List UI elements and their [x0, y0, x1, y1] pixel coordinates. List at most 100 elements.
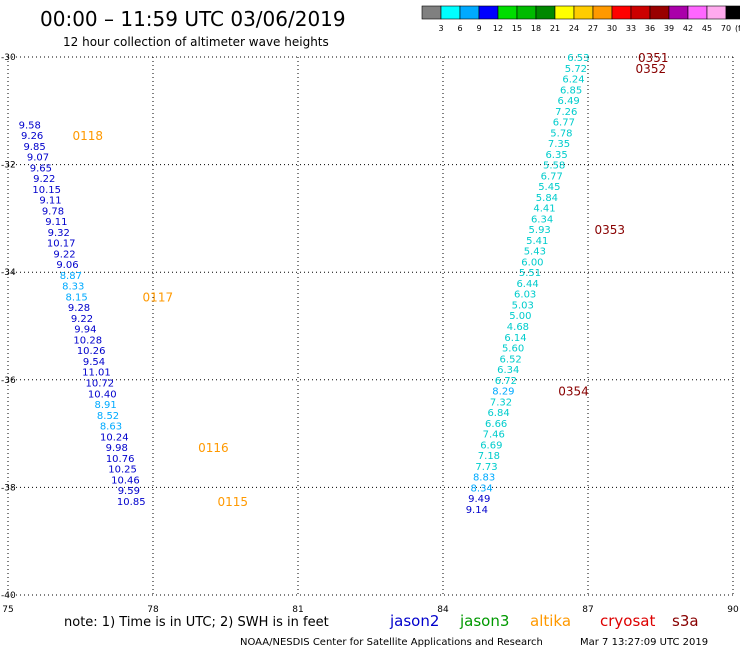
wave-height-value: 9.22: [53, 249, 75, 260]
pass-time-label: 0352: [636, 62, 667, 76]
pass-time-label: 0351: [638, 51, 669, 65]
colorbar-swatch: [421, 5, 442, 20]
legend-entry-jason3: jason3: [459, 612, 509, 630]
legend-entry-jason2: jason2: [389, 612, 439, 630]
wave-height-value: 9.85: [23, 142, 45, 153]
wave-height-value: 6.66: [485, 419, 507, 430]
colorbar-label: 45: [702, 24, 712, 33]
wave-height-value: 6.77: [553, 118, 575, 129]
colorbar-label: 18: [531, 24, 541, 33]
wave-height-value: 7.32: [490, 397, 512, 408]
wave-height-value: 5.03: [512, 300, 534, 311]
wave-height-value: 6.72: [495, 376, 517, 387]
wave-height-value: 8.29: [492, 387, 514, 398]
wave-height-value: 5.60: [502, 344, 524, 355]
x-tick-label: 84: [437, 605, 449, 615]
x-tick-label: 90: [727, 605, 739, 615]
axis-tick-labels: 75 78 81 84 87 90 -30 -32 -34 -36 -38 -40: [1, 53, 739, 615]
wave-height-value: 6.53: [567, 53, 589, 64]
pass-time-label: 0116: [198, 441, 229, 455]
wave-height-value: 7.26: [555, 107, 577, 118]
wave-height-value: 9.07: [27, 153, 49, 164]
wave-height-value: 5.45: [538, 182, 560, 193]
colorbar-unit: (ft): [735, 24, 740, 33]
colorbar-label: 24: [569, 24, 579, 33]
grid-lines: [7, 56, 734, 596]
colorbar-swatch: [573, 5, 594, 20]
wave-height-value: 6.49: [558, 96, 580, 107]
wave-height-value: 9.65: [30, 163, 52, 174]
colorbar-swatch: [478, 5, 499, 20]
wave-height-value: 5.58: [543, 161, 565, 172]
colorbar-swatch: [668, 5, 689, 20]
wave-height-value: 11.01: [82, 368, 111, 379]
wave-height-value: 7.73: [475, 462, 497, 473]
wave-height-value: 6.24: [562, 75, 584, 86]
wave-height-value: 9.22: [71, 314, 93, 325]
wave-height-value: 6.35: [545, 150, 567, 161]
wave-height-value: 7.18: [478, 451, 500, 462]
wave-height-value: 9.59: [118, 486, 140, 497]
wave-height-value: 10.24: [100, 432, 129, 443]
wave-height-value: 8.91: [95, 400, 117, 411]
wave-height-value: 8.52: [97, 411, 119, 422]
colorbar-swatch: [554, 5, 575, 20]
wave-height-value: 7.46: [483, 430, 505, 441]
x-tick-label: 81: [292, 605, 303, 615]
wave-height-value: 9.28: [68, 303, 90, 314]
pass-time-label: 0117: [143, 290, 174, 304]
wave-height-value: 10.17: [47, 239, 76, 250]
wave-height-value: 9.26: [21, 131, 43, 142]
wave-height-value: 9.78: [42, 206, 64, 217]
wave-height-value: 6.34: [497, 365, 519, 376]
colorbar-label: 70: [721, 24, 731, 33]
wave-height-value: 6.77: [541, 171, 563, 182]
wave-height-value: 10.40: [88, 389, 117, 400]
chart-title: 00:00 – 11:59 UTC 03/06/2019: [40, 7, 346, 31]
wave-height-value: 10.76: [106, 454, 135, 465]
colorbar-swatch: [497, 5, 518, 20]
wave-height-value: 10.26: [77, 346, 106, 357]
footer-note: note: 1) Time is in UTC; 2) SWH is in fe…: [64, 615, 329, 630]
colorbar-swatch: [535, 5, 556, 20]
x-tick-label: 75: [2, 605, 13, 615]
legend-entry-cryosat: cryosat: [600, 612, 655, 630]
wave-height-value: 8.33: [62, 282, 84, 293]
wave-height-value: 10.72: [86, 378, 115, 389]
wave-height-value: 10.25: [108, 465, 137, 476]
colorbar-label: 33: [626, 24, 636, 33]
colorbar-swatch: [611, 5, 632, 20]
wave-height-value: 5.51: [519, 268, 541, 279]
wave-height-value: 5.43: [524, 247, 546, 258]
wave-height-value: 6.85: [560, 85, 582, 96]
y-tick-label: -40: [1, 591, 16, 601]
colorbar-label: 21: [550, 24, 560, 33]
wave-height-labels: 9.589.269.859.079.659.2210.159.119.789.1…: [19, 51, 669, 516]
colorbar-swatch: [459, 5, 480, 20]
colorbar-label: 6: [457, 24, 462, 33]
wave-height-value: 9.11: [45, 217, 67, 228]
wave-height-value: 6.52: [500, 354, 522, 365]
wave-height-value: 8.63: [100, 422, 122, 433]
wave-height-value: 5.72: [565, 64, 587, 75]
wave-height-value: 8.87: [60, 271, 82, 282]
wave-height-value: 9.94: [74, 325, 96, 336]
wave-height-value: 6.14: [504, 333, 526, 344]
wave-height-value: 6.00: [521, 257, 543, 268]
wave-height-value: 4.68: [507, 322, 529, 333]
wave-height-value: 6.44: [516, 279, 538, 290]
colorbar-label: 3: [438, 24, 443, 33]
wave-height-value: 9.32: [48, 228, 70, 239]
wave-height-value: 9.22: [33, 174, 55, 185]
wave-height-value: 5.78: [550, 128, 572, 139]
wave-height-value: 6.03: [514, 290, 536, 301]
wave-height-value: 6.69: [480, 440, 502, 451]
colorbar-swatch: [687, 5, 708, 20]
wave-height-value: 9.54: [83, 357, 105, 368]
wave-height-value: 6.34: [531, 214, 553, 225]
wave-height-value: 8.15: [66, 292, 88, 303]
pass-time-label: 0354: [558, 385, 589, 399]
wave-height-value: 5.41: [526, 236, 548, 247]
